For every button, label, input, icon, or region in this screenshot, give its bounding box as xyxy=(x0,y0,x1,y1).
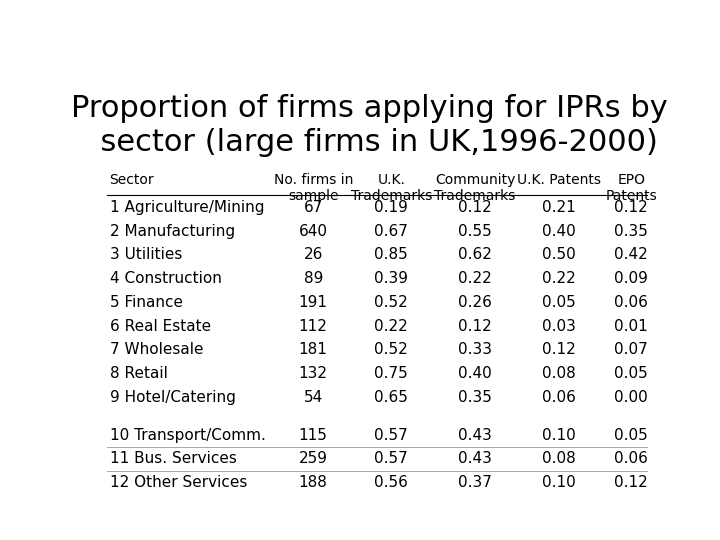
Text: 0.12: 0.12 xyxy=(614,475,648,490)
Text: 0.12: 0.12 xyxy=(458,200,492,215)
Text: 115: 115 xyxy=(299,428,328,443)
Text: 0.50: 0.50 xyxy=(542,247,575,262)
Text: 0.10: 0.10 xyxy=(542,428,575,443)
Text: 0.06: 0.06 xyxy=(614,451,648,467)
Text: 10 Transport/Comm.: 10 Transport/Comm. xyxy=(109,428,266,443)
Text: 67: 67 xyxy=(304,200,323,215)
Text: U.K. Patents: U.K. Patents xyxy=(517,173,600,187)
Text: 0.08: 0.08 xyxy=(542,366,575,381)
Text: 0.65: 0.65 xyxy=(374,390,408,404)
Text: 2 Manufacturing: 2 Manufacturing xyxy=(109,224,235,239)
Text: 8 Retail: 8 Retail xyxy=(109,366,168,381)
Text: U.K.
Trademarks: U.K. Trademarks xyxy=(351,173,432,203)
Text: 0.56: 0.56 xyxy=(374,475,408,490)
Text: 0.05: 0.05 xyxy=(542,295,575,310)
Text: 0.33: 0.33 xyxy=(458,342,492,357)
Text: Sector: Sector xyxy=(109,173,154,187)
Text: Proportion of firms applying for IPRs by
  sector (large firms in UK,1996-2000): Proportion of firms applying for IPRs by… xyxy=(71,94,667,157)
Text: 0.67: 0.67 xyxy=(374,224,408,239)
Text: 0.00: 0.00 xyxy=(614,390,648,404)
Text: 0.22: 0.22 xyxy=(374,319,408,334)
Text: 0.05: 0.05 xyxy=(614,366,648,381)
Text: 0.35: 0.35 xyxy=(458,390,492,404)
Text: 0.07: 0.07 xyxy=(614,342,648,357)
Text: 640: 640 xyxy=(299,224,328,239)
Text: 0.75: 0.75 xyxy=(374,366,408,381)
Text: 0.52: 0.52 xyxy=(374,342,408,357)
Text: 0.01: 0.01 xyxy=(614,319,648,334)
Text: 0.21: 0.21 xyxy=(542,200,575,215)
Text: 0.03: 0.03 xyxy=(541,319,576,334)
Text: 0.52: 0.52 xyxy=(374,295,408,310)
Text: 89: 89 xyxy=(304,271,323,286)
Text: Community
Trademarks: Community Trademarks xyxy=(434,173,516,203)
Text: 11 Bus. Services: 11 Bus. Services xyxy=(109,451,236,467)
Text: 0.09: 0.09 xyxy=(614,271,648,286)
Text: 12 Other Services: 12 Other Services xyxy=(109,475,247,490)
Text: No. firms in
sample: No. firms in sample xyxy=(274,173,353,203)
Text: 6 Real Estate: 6 Real Estate xyxy=(109,319,211,334)
Text: 0.35: 0.35 xyxy=(614,224,648,239)
Text: 0.37: 0.37 xyxy=(458,475,492,490)
Text: 181: 181 xyxy=(299,342,328,357)
Text: 0.05: 0.05 xyxy=(614,428,648,443)
Text: 26: 26 xyxy=(304,247,323,262)
Text: EPO
Patents: EPO Patents xyxy=(606,173,657,203)
Text: 9 Hotel/Catering: 9 Hotel/Catering xyxy=(109,390,235,404)
Text: 0.42: 0.42 xyxy=(614,247,648,262)
Text: 0.22: 0.22 xyxy=(458,271,492,286)
Text: 5 Finance: 5 Finance xyxy=(109,295,183,310)
Text: 0.43: 0.43 xyxy=(458,451,492,467)
Text: 0.12: 0.12 xyxy=(458,319,492,334)
Text: 0.19: 0.19 xyxy=(374,200,408,215)
Text: 0.62: 0.62 xyxy=(458,247,492,262)
Text: 1 Agriculture/Mining: 1 Agriculture/Mining xyxy=(109,200,264,215)
Text: 191: 191 xyxy=(299,295,328,310)
Text: 0.55: 0.55 xyxy=(458,224,492,239)
Text: 4 Construction: 4 Construction xyxy=(109,271,222,286)
Text: 0.57: 0.57 xyxy=(374,428,408,443)
Text: 0.26: 0.26 xyxy=(458,295,492,310)
Text: 0.57: 0.57 xyxy=(374,451,408,467)
Text: 188: 188 xyxy=(299,475,328,490)
Text: 0.22: 0.22 xyxy=(542,271,575,286)
Text: 0.08: 0.08 xyxy=(542,451,575,467)
Text: 54: 54 xyxy=(304,390,323,404)
Text: 0.43: 0.43 xyxy=(458,428,492,443)
Text: 0.10: 0.10 xyxy=(542,475,575,490)
Text: 0.06: 0.06 xyxy=(614,295,648,310)
Text: 0.39: 0.39 xyxy=(374,271,408,286)
Text: 112: 112 xyxy=(299,319,328,334)
Text: 3 Utilities: 3 Utilities xyxy=(109,247,182,262)
Text: 0.40: 0.40 xyxy=(542,224,575,239)
Text: 259: 259 xyxy=(299,451,328,467)
Text: 0.85: 0.85 xyxy=(374,247,408,262)
Text: 0.12: 0.12 xyxy=(542,342,575,357)
Text: 132: 132 xyxy=(299,366,328,381)
Text: 0.40: 0.40 xyxy=(458,366,492,381)
Text: 0.06: 0.06 xyxy=(541,390,576,404)
Text: 7 Wholesale: 7 Wholesale xyxy=(109,342,203,357)
Text: 0.12: 0.12 xyxy=(614,200,648,215)
